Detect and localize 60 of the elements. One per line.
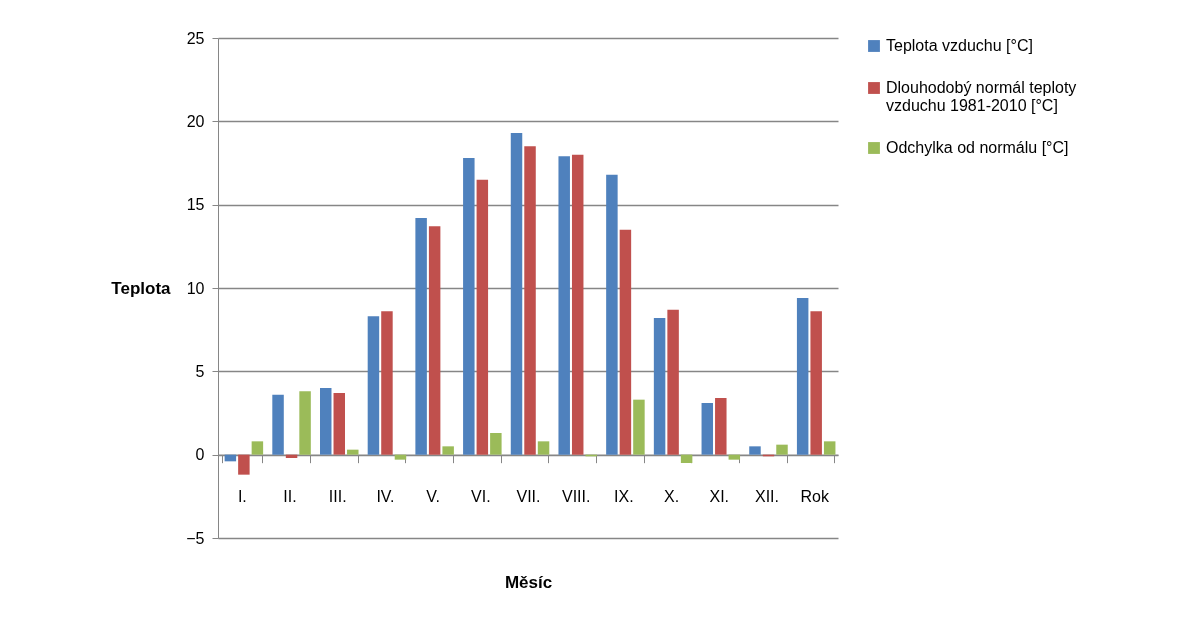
bar — [463, 158, 475, 455]
bar — [571, 154, 584, 455]
bar — [715, 398, 727, 455]
bar — [367, 316, 380, 455]
bar — [510, 133, 523, 455]
bar — [272, 394, 284, 455]
x-tick-label: X. — [664, 488, 680, 506]
x-tick-label: IV. — [376, 488, 395, 506]
bar — [381, 311, 393, 455]
bar — [701, 403, 714, 455]
y-tick-label: 10 — [186, 279, 205, 297]
x-tick-label: VIII. — [561, 488, 591, 506]
bar — [320, 388, 332, 455]
bar — [653, 318, 666, 455]
x-tick-label: VI. — [471, 488, 491, 506]
x-tick-label: Rok — [800, 488, 830, 506]
bar — [823, 441, 836, 455]
bar — [558, 156, 570, 455]
bar — [476, 179, 489, 455]
x-tick-label: VII. — [516, 488, 541, 506]
y-tick-label: 25 — [186, 29, 205, 47]
bar — [667, 309, 679, 455]
legend-label: Dlouhodobý normál teploty vzduchu 1981-2010 [°C] — [886, 79, 1077, 114]
bar — [776, 444, 788, 455]
x-tick-label: V. — [426, 488, 440, 506]
x-tick-label: XI. — [709, 488, 730, 506]
bar — [633, 399, 645, 455]
bar — [537, 441, 550, 455]
bar — [728, 454, 741, 460]
x-tick-label: III. — [328, 488, 347, 506]
y-axis-title: Teplota — [111, 278, 172, 298]
y-tick-label: 0 — [195, 446, 205, 464]
legend-label: Odchylka od normálu [°C] — [886, 139, 1069, 156]
bar — [394, 454, 407, 460]
bar — [442, 446, 454, 455]
bar — [680, 454, 693, 463]
bar — [524, 146, 536, 455]
bar — [347, 449, 359, 455]
bar — [238, 454, 250, 475]
x-axis-title: Měsíc — [504, 573, 553, 593]
bar — [749, 446, 761, 455]
x-tick-label: I. — [237, 488, 247, 506]
y-tick-label: 15 — [186, 196, 205, 214]
y-tick-label: −5 — [186, 529, 205, 547]
y-tick-label: 20 — [186, 112, 205, 130]
x-tick-label: IX. — [614, 488, 634, 506]
bar — [606, 174, 618, 455]
legend-label: Teplota vzduchu [°C] — [886, 37, 1033, 54]
y-tick-label: 5 — [195, 362, 205, 380]
bar — [415, 218, 427, 455]
bar — [251, 441, 264, 455]
x-tick-label: XII. — [754, 488, 779, 506]
x-tick-label: II. — [283, 488, 297, 506]
bar — [490, 433, 502, 455]
bar — [428, 226, 441, 455]
bar — [796, 298, 809, 455]
bar — [333, 393, 345, 455]
bar — [299, 391, 311, 455]
bar — [619, 229, 632, 455]
bar — [810, 311, 822, 455]
